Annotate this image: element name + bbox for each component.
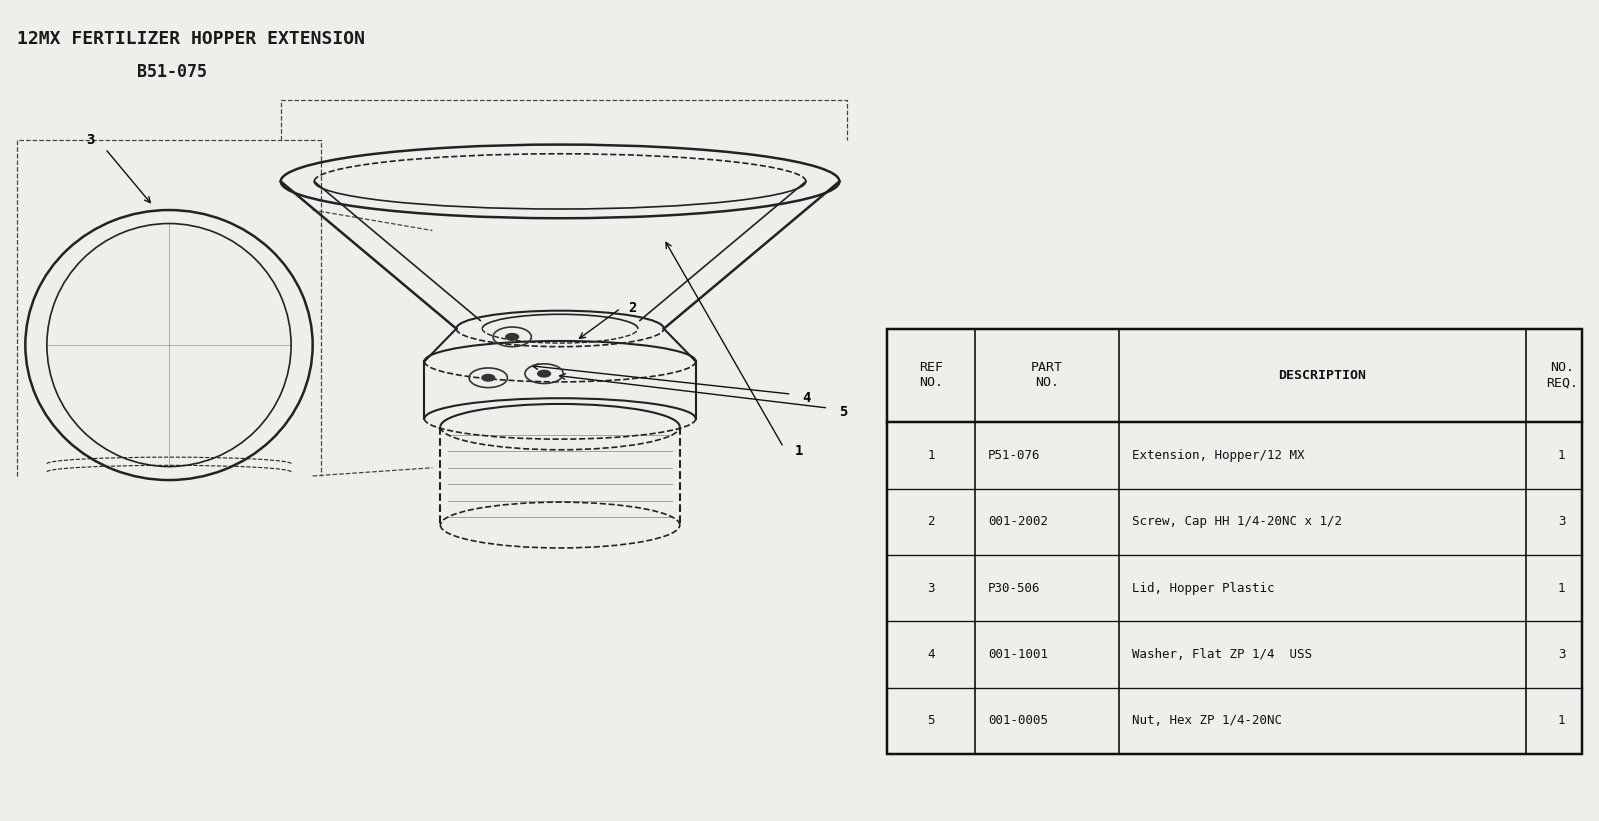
Text: 1: 1 [1557, 714, 1565, 727]
Text: 2: 2 [628, 301, 636, 315]
Text: 3: 3 [1557, 648, 1565, 661]
Text: Nut, Hex ZP 1/4-20NC: Nut, Hex ZP 1/4-20NC [1132, 714, 1281, 727]
Text: NO.
REQ.: NO. REQ. [1546, 361, 1578, 389]
Text: 1: 1 [1557, 582, 1565, 594]
Text: 12MX FERTILIZER HOPPER EXTENSION: 12MX FERTILIZER HOPPER EXTENSION [18, 30, 365, 48]
Text: REF
NO.: REF NO. [919, 361, 943, 389]
Text: 1: 1 [927, 449, 935, 462]
Text: 001-1001: 001-1001 [988, 648, 1047, 661]
Text: 1: 1 [795, 444, 803, 458]
Text: 1: 1 [1557, 449, 1565, 462]
Text: PART
NO.: PART NO. [1031, 361, 1063, 389]
Text: 001-0005: 001-0005 [988, 714, 1047, 727]
Text: 5: 5 [839, 405, 847, 420]
Text: Extension, Hopper/12 MX: Extension, Hopper/12 MX [1132, 449, 1305, 462]
Text: Screw, Cap HH 1/4-20NC x 1/2: Screw, Cap HH 1/4-20NC x 1/2 [1132, 516, 1342, 529]
Text: 3: 3 [86, 134, 94, 148]
Text: Lid, Hopper Plastic: Lid, Hopper Plastic [1132, 582, 1274, 594]
Text: 2: 2 [927, 516, 935, 529]
Bar [887, 328, 1581, 754]
Text: Washer, Flat ZP 1/4  USS: Washer, Flat ZP 1/4 USS [1132, 648, 1311, 661]
Text: 4: 4 [803, 392, 811, 406]
Text: 3: 3 [1557, 516, 1565, 529]
Text: 4: 4 [927, 648, 935, 661]
Text: B51-075: B51-075 [138, 62, 206, 80]
Text: 001-2002: 001-2002 [988, 516, 1047, 529]
Text: P30-506: P30-506 [988, 582, 1041, 594]
Text: 3: 3 [927, 582, 935, 594]
Circle shape [537, 370, 550, 377]
Text: P51-076: P51-076 [988, 449, 1041, 462]
Text: 5: 5 [927, 714, 935, 727]
Text: DESCRIPTION: DESCRIPTION [1278, 369, 1366, 382]
Circle shape [481, 374, 494, 381]
Circle shape [505, 333, 518, 340]
